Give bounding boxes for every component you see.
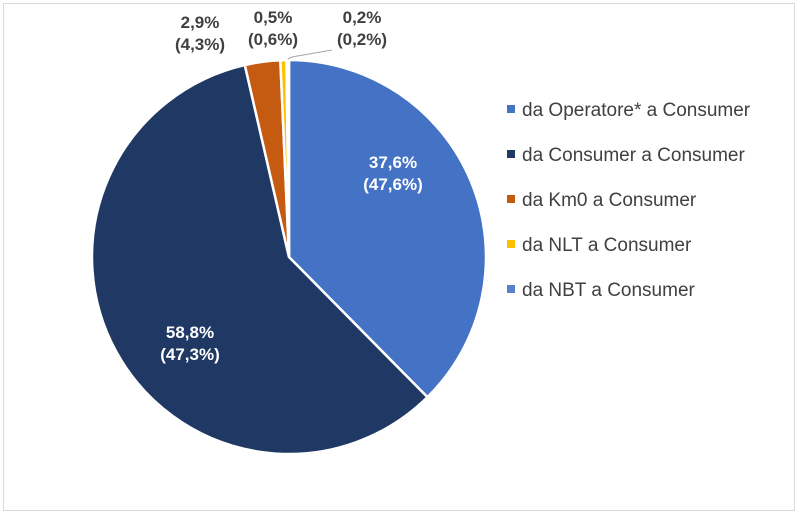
legend-entry: da Consumer a Consumer — [522, 145, 745, 166]
legend-swatch — [507, 195, 515, 203]
legend-entry: da Km0 a Consumer — [522, 190, 697, 211]
legend-entry: da NBT a Consumer — [522, 280, 696, 301]
legend-swatch — [507, 105, 515, 113]
data-sublabel: (0,6%) — [248, 30, 298, 49]
chart-frame — [3, 3, 795, 511]
data-label: 2,9% — [181, 13, 220, 32]
data-sublabel: (4,3%) — [175, 35, 225, 54]
data-sublabel: (47,6%) — [363, 175, 423, 194]
data-label: 37,6% — [369, 153, 417, 172]
data-label: 58,8% — [166, 323, 214, 342]
pie-slice-2 — [90, 63, 430, 456]
legend-entry: da NLT a Consumer — [522, 235, 692, 256]
data-label: 0,2% — [343, 8, 382, 27]
leader-line — [287, 49, 333, 60]
data-label: 0,5% — [254, 8, 293, 27]
legend-entry: da Operatore* a Consumer — [522, 100, 751, 121]
pie-slice-5 — [285, 58, 291, 258]
data-sublabel: (0,2%) — [337, 30, 387, 49]
pie-slice-1 — [287, 58, 488, 399]
data-sublabel: (47,3%) — [160, 345, 220, 364]
legend-swatch — [507, 240, 515, 248]
legend-swatch — [507, 150, 515, 158]
legend-swatch — [507, 285, 515, 293]
